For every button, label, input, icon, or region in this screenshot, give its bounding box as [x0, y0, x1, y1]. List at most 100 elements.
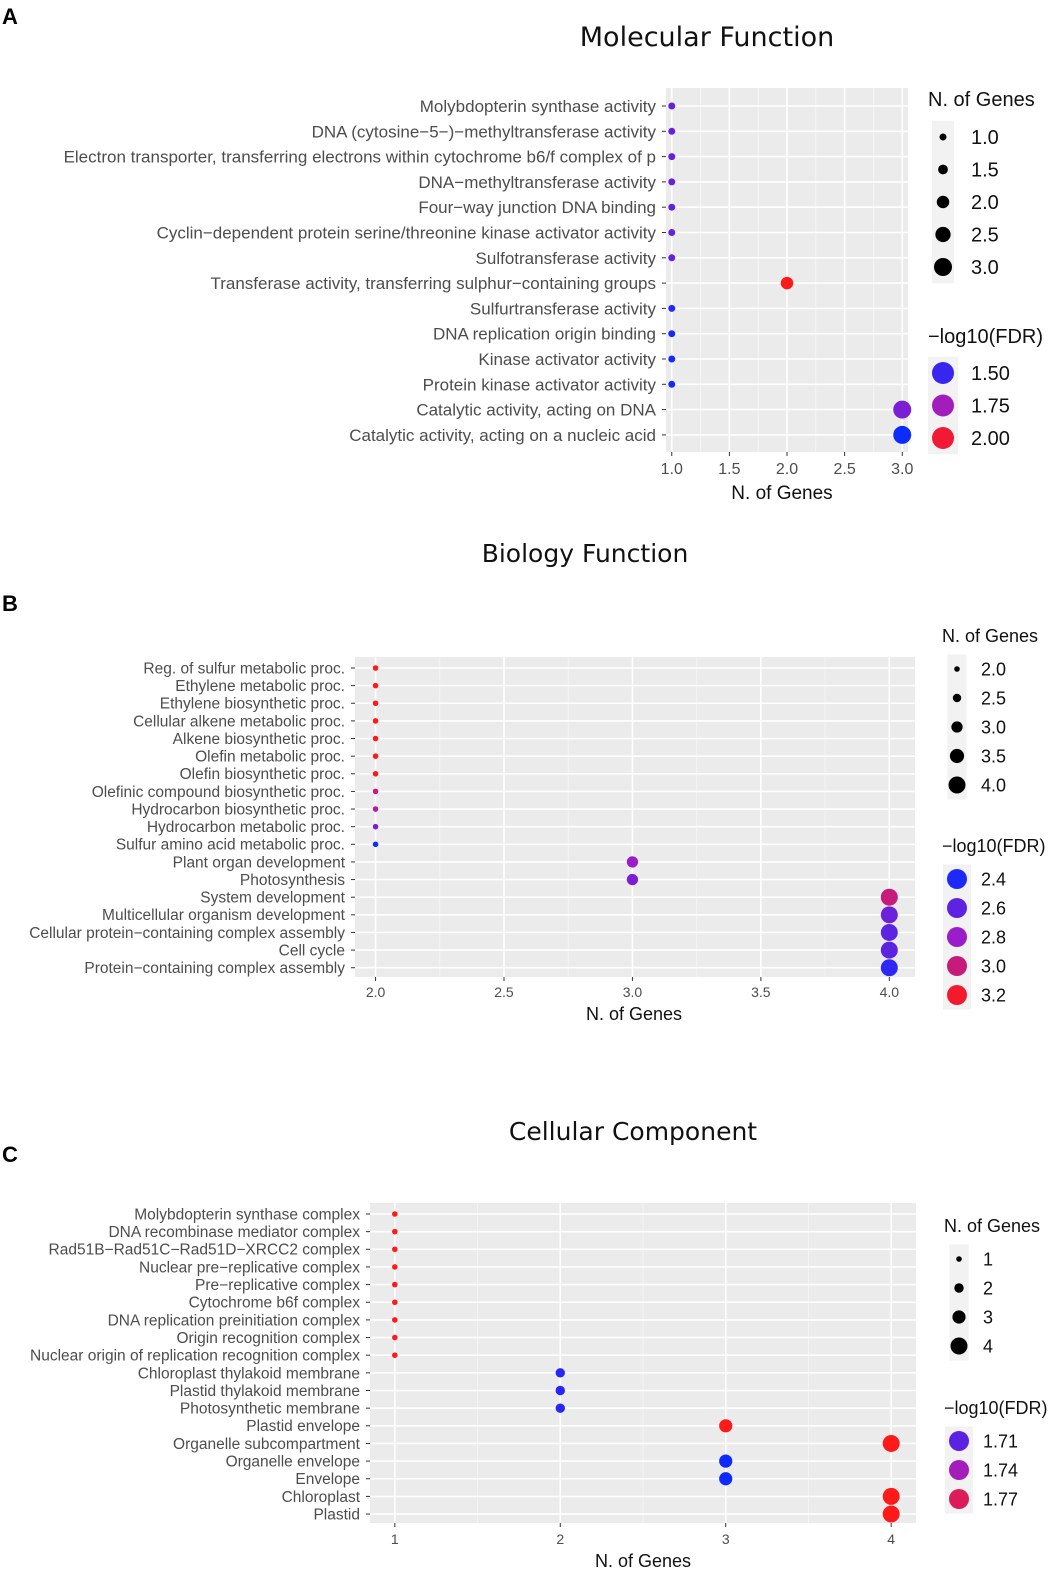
mf-color-legend-label: 1.50 [971, 363, 1010, 385]
cc-category-label: DNA recombinase mediator complex [108, 1224, 360, 1241]
cc-size-legend-key [950, 1337, 968, 1355]
mf-color-legend-key [932, 427, 954, 449]
cc-data-point [392, 1317, 398, 1323]
cc-size-legend-label: 4 [983, 1336, 993, 1356]
cc-data-point [719, 1454, 733, 1468]
cc-data-point [719, 1419, 733, 1433]
bf-size-legend-title: N. of Genes [942, 626, 1038, 646]
mf-category-label: DNA replication origin binding [433, 325, 656, 344]
biology-function-chart: Biology Function 2.0 2.5 3.0 3.5 4.0 Reg. of s… [29, 539, 1045, 1024]
bf-data-point [372, 788, 379, 795]
bf-size-legend-key [952, 693, 962, 703]
mf-size-legend-title: N. of Genes [928, 89, 1035, 111]
bf-data-point [372, 718, 379, 724]
bf-chart-title: Biology Function [482, 539, 689, 568]
bf-category-label: Multicellular organism development [102, 907, 346, 924]
cc-size-legend-key [956, 1256, 962, 1262]
bf-category-label: Reg. of sulfur metabolic proc. [143, 660, 345, 677]
bf-color-legend-key [947, 927, 967, 947]
cc-size-legend-label: 1 [983, 1249, 993, 1269]
cc-chart-title: Cellular Component [509, 1117, 757, 1146]
cc-data-point [555, 1385, 565, 1396]
bf-size-legend-key [954, 666, 960, 672]
cc-data-point [882, 1487, 900, 1505]
mf-category-label: Cyclin−dependent protein serine/threonin… [157, 223, 657, 242]
mf-color-legend-label: 2.00 [971, 428, 1010, 450]
bf-data-point [372, 770, 379, 777]
cc-data-point [555, 1368, 565, 1378]
bf-data-point [880, 888, 898, 906]
bf-data-point [372, 735, 379, 742]
bf-size-legend-label: 2.0 [981, 659, 1006, 679]
cc-size-legend-label: 2 [983, 1278, 993, 1298]
bf-data-point [626, 873, 639, 886]
bf-size-legend-label: 3.0 [981, 717, 1006, 737]
mf-color-legend-label: 1.75 [971, 396, 1010, 418]
mf-size-legend-key [936, 195, 950, 209]
mf-category-label: Catalytic activity, acting on DNA [416, 401, 656, 420]
bf-data-point [372, 700, 379, 707]
mf-data-point [668, 229, 676, 236]
bf-data-point [372, 682, 379, 689]
cc-x-tick-label: 4 [887, 1531, 895, 1547]
bf-data-point [626, 856, 639, 868]
cc-size-legend-key [954, 1283, 964, 1293]
bf-data-point [880, 941, 898, 959]
bf-category-label: Ethylene biosynthetic proc. [160, 696, 345, 713]
cc-color-legend-label: 1.77 [983, 1489, 1018, 1509]
cc-category-label: Plastid thylakoid membrane [170, 1383, 360, 1400]
bf-size-legend-key [949, 748, 965, 764]
cc-category-label: Nuclear origin of replication recognitio… [30, 1348, 360, 1365]
cc-x-tick-label: 2 [556, 1531, 564, 1547]
molecular-function-chart: Molecular Function 1.0 1.5 2.0 2.5 3.0 Molybdo… [64, 22, 1043, 504]
mf-x-axis-title: N. of Genes [731, 483, 832, 504]
cc-size-legend-key-bg [949, 1244, 969, 1361]
mf-data-point [893, 400, 912, 419]
mf-chart-title: Molecular Function [580, 22, 834, 53]
bf-color-legend-key [947, 985, 967, 1005]
bf-x-tick-label: 3.0 [623, 984, 643, 1000]
bf-category-label: Olefin metabolic proc. [195, 749, 345, 766]
mf-size-legend-label: 3.0 [971, 257, 999, 279]
cc-x-tick-label: 3 [722, 1531, 730, 1547]
cc-data-point [392, 1299, 398, 1306]
bf-category-label: Hydrocarbon metabolic proc. [147, 819, 345, 836]
bf-x-tick-label: 2.5 [494, 984, 514, 1000]
bf-category-label: Sulfur amino acid metabolic proc. [116, 837, 345, 854]
bf-x-tick-label: 2.0 [366, 984, 386, 1000]
mf-color-legend-title: −log10(FDR) [928, 326, 1043, 348]
bf-category-label: Ethylene metabolic proc. [175, 678, 345, 695]
bf-category-label: Plant organ development [173, 854, 346, 871]
mf-size-legend-key [939, 133, 947, 141]
bf-data-point [372, 665, 379, 671]
bf-color-legend-label: 3.0 [981, 956, 1006, 976]
cc-category-label: Plastid envelope [246, 1418, 360, 1435]
mf-data-point [668, 304, 676, 312]
mf-x-tick-label: 1.0 [661, 461, 683, 478]
bf-data-point [880, 906, 898, 924]
mf-data-point [668, 254, 676, 262]
bf-color-legend-title: −log10(FDR) [942, 836, 1046, 856]
mf-category-label: Kinase activator activity [478, 350, 656, 369]
cc-size-legend-key [952, 1310, 966, 1324]
bf-size-legend-key [948, 776, 966, 794]
bf-data-point [372, 823, 379, 830]
mf-category-label: DNA (cytosine−5−)−methyltransferase acti… [312, 122, 657, 141]
cc-category-label: Cytochrome b6f complex [189, 1295, 361, 1312]
bf-category-label: Hydrocarbon biosynthetic proc. [131, 801, 345, 818]
mf-x-tick-label: 2.5 [833, 461, 855, 478]
bf-category-label: Olefinic compound biosynthetic proc. [92, 784, 345, 801]
bf-data-point [372, 841, 379, 848]
cc-data-point [882, 1434, 900, 1452]
mf-category-label: Electron transporter, transferring elect… [64, 148, 656, 167]
mf-data-point [893, 425, 912, 444]
bf-category-label: Olefin biosynthetic proc. [180, 766, 345, 783]
mf-size-legend-key [934, 258, 952, 276]
cellular-component-chart: Cellular Component 1 2 3 4 Molybdopterin synt… [30, 1117, 1048, 1571]
cc-category-label: Plastid [313, 1506, 360, 1523]
cc-category-label: Chloroplast [282, 1489, 361, 1506]
mf-x-tick-label: 1.5 [718, 461, 740, 478]
mf-data-point [668, 102, 676, 110]
bf-category-label: Cellular alkene metabolic proc. [133, 713, 345, 730]
cc-category-label: Chloroplast thylakoid membrane [138, 1365, 360, 1382]
